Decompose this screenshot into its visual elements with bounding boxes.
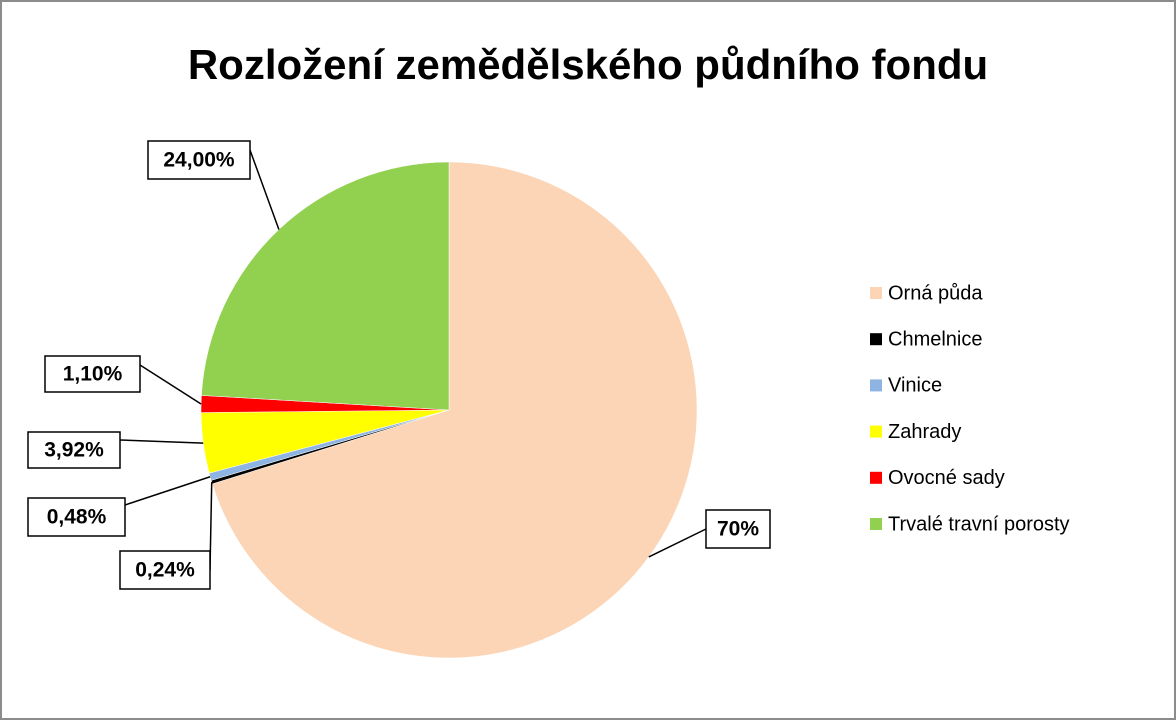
- legend-label: Zahrady: [888, 421, 961, 443]
- legend-label: Ovocné sady: [888, 467, 1005, 489]
- leader-line: [124, 476, 211, 506]
- legend-label: Trvalé travní porosty: [888, 513, 1070, 535]
- legend-swatch: [870, 471, 882, 484]
- data-label: 1,10%: [63, 363, 123, 386]
- data-label-box: [27, 431, 121, 469]
- pie-slice: [201, 161, 450, 411]
- data-label-box: [119, 550, 211, 590]
- chart-title: Rozložení zemědělského půdního fondu: [188, 41, 988, 88]
- data-label-box: [147, 140, 251, 180]
- legend-swatch: [870, 379, 882, 392]
- legend-swatch: [870, 333, 882, 346]
- leader-line: [249, 149, 280, 230]
- leader-line: [648, 528, 707, 558]
- leader-line: [139, 364, 202, 405]
- legend-label: Chmelnice: [888, 328, 982, 350]
- data-label-box: [27, 497, 126, 537]
- legend-label: Orná půda: [888, 282, 983, 304]
- data-label-box: [44, 355, 141, 393]
- data-label-box: [705, 509, 771, 549]
- data-label: 24,00%: [163, 149, 235, 172]
- legend-swatch: [870, 425, 882, 438]
- data-label: 70%: [717, 518, 759, 541]
- leader-line: [119, 439, 204, 444]
- data-label: 0,48%: [47, 506, 107, 529]
- data-label: 3,92%: [44, 439, 104, 462]
- legend-label: Vinice: [888, 375, 942, 397]
- legend-swatch: [870, 518, 882, 530]
- data-label: 0,24%: [135, 559, 195, 582]
- legend-swatch: [870, 287, 882, 299]
